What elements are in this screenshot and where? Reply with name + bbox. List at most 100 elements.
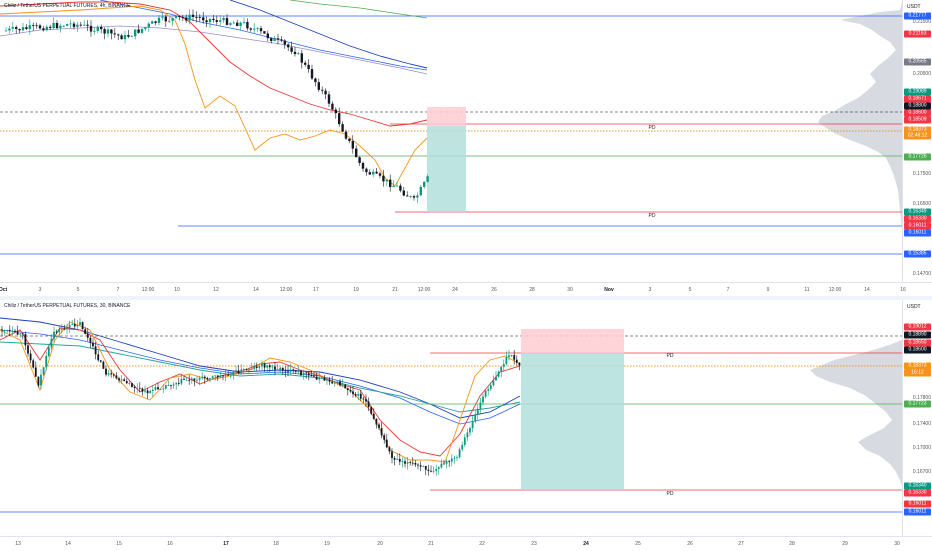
bottom-time-label: 15 (116, 541, 122, 547)
bottom-candle-body (8, 329, 11, 331)
top-candle-body (348, 138, 351, 142)
bottom-candle-body (214, 375, 217, 377)
bottom-candle-body (71, 324, 74, 325)
bottom-chart-area[interactable]: Chiliz / TetherUS PERPETUAL FUTURES, 30,… (0, 300, 902, 550)
bottom-candle-body (430, 470, 432, 472)
top-time-label: Oct (0, 287, 8, 293)
top-candle-body (423, 181, 426, 187)
pane-divider[interactable] (0, 296, 932, 300)
top-candle-body (253, 28, 256, 30)
top-price-tag: 0.18671 (904, 95, 931, 103)
bottom-candle-body (487, 389, 490, 391)
bottom-candle-body (461, 444, 464, 450)
top-time-axis[interactable]: Oct 3 5 7 12:00 10 12 14 12:00 17 19 21 12:00 24 26 28 3… (0, 282, 932, 297)
top-candle-body (321, 89, 324, 91)
top-position-target-zone[interactable] (427, 126, 466, 212)
bottom-candle-body (349, 390, 352, 392)
top-time-label: 10 (174, 287, 180, 293)
bottom-time-axis[interactable]: 13 14 15 16 17 18 19 20 21 22 23 24 25 26 27 28 29 30 (0, 536, 932, 551)
top-candle-body (120, 35, 123, 40)
bottom-candle-body (409, 462, 412, 463)
bottom-candle-body (378, 424, 380, 428)
bottom-candle-body (294, 370, 297, 372)
top-time-label: 14 (253, 287, 259, 293)
bottom-ma-green (0, 341, 521, 413)
bottom-candle-body (510, 355, 513, 356)
bottom-candle-body (3, 330, 6, 332)
bottom-position-target-zone[interactable] (521, 353, 624, 490)
bottom-candle-body (55, 331, 58, 333)
top-candle-body (351, 141, 354, 149)
bottom-candle-body (313, 375, 315, 377)
bottom-price-chart[interactable] (0, 300, 902, 536)
bottom-price-scale[interactable]: USDT 0.178000.174000.170000.167000.15680… (902, 300, 932, 550)
top-candle-body (395, 185, 399, 187)
bottom-candle-body (133, 386, 136, 388)
bottom-candle-body (1, 329, 3, 331)
top-candle-body (389, 179, 392, 187)
bottom-candle-body (508, 355, 510, 357)
bottom-candle-body (279, 367, 282, 370)
top-price-scale[interactable]: USDT 0.215000.205000.195000.175000.16500… (902, 0, 932, 282)
top-candle-body (293, 51, 297, 55)
bottom-candle-body (406, 462, 409, 464)
bottom-candle-body (271, 366, 274, 368)
top-chart-pane[interactable]: Chiliz / TetherUS PERPETUAL FUTURES, 4h,… (0, 0, 932, 282)
top-time-label: 21 (392, 287, 398, 293)
bottom-price-tick: 0.17400 (912, 421, 931, 427)
bottom-candle-body (443, 463, 445, 465)
top-candle-body (355, 148, 358, 158)
bottom-candle-body (94, 346, 97, 355)
top-position-stop-zone[interactable] (427, 107, 466, 126)
bottom-candle-body (297, 371, 300, 373)
bottom-candle-body (396, 458, 399, 460)
bottom-candle-body (362, 398, 365, 400)
top-candle-body (96, 26, 99, 31)
top-price-chart[interactable] (0, 0, 902, 282)
bottom-position-stop-zone[interactable] (521, 329, 624, 353)
bottom-candle-body (391, 451, 393, 458)
top-candle-body (259, 28, 263, 32)
top-candle-body (8, 28, 11, 31)
top-price-tick: 0.14700 (912, 271, 931, 277)
bottom-chart-pane[interactable]: Chiliz / TetherUS PERPETUAL FUTURES, 30,… (0, 300, 932, 550)
bottom-price-tick: 0.17000 (912, 445, 931, 451)
top-candle-body (157, 17, 161, 23)
top-price-tag: 0.16330 (904, 215, 931, 223)
top-candle-body (174, 15, 178, 19)
bottom-candle-body (448, 461, 451, 462)
top-price-tick: 0.16500 (912, 201, 931, 207)
top-ma-blue (99, 0, 428, 71)
bottom-candle-body (47, 347, 50, 357)
top-time-label: 11 (804, 287, 810, 293)
top-time-label: 12 (213, 287, 219, 293)
bottom-candle-body (422, 465, 425, 467)
bottom-candle-body (263, 363, 266, 368)
bottom-candle-body (141, 388, 144, 392)
bottom-candle-body (203, 376, 206, 379)
top-candle-body (334, 109, 337, 114)
bottom-candle-body (469, 428, 471, 433)
top-candle-body (412, 196, 416, 198)
bottom-candle-body (92, 342, 94, 347)
bottom-candle-body (115, 375, 118, 379)
bottom-price-tag: 0.16330 (904, 489, 931, 497)
bottom-candle-body (102, 361, 105, 369)
bottom-time-label: 19 (324, 541, 330, 547)
top-price-tick: 0.20500 (912, 71, 931, 77)
bottom-time-label: 24 (583, 541, 589, 547)
bottom-ma-blue-dark (0, 317, 521, 419)
bottom-candle-body (401, 461, 404, 463)
bottom-candle-body (21, 333, 24, 335)
top-candle-body (297, 53, 300, 55)
top-candle-body (365, 168, 368, 173)
top-chart-area[interactable]: Chiliz / TetherUS PERPETUAL FUTURES, 4h,… (0, 0, 902, 282)
top-price-tag: 0.18800 (904, 102, 931, 110)
top-price-tag: 0.21777 (904, 12, 931, 20)
bottom-candle-body (131, 383, 133, 387)
top-candle-body (79, 24, 82, 26)
top-candle-body (76, 24, 79, 27)
bottom-candle-body (29, 353, 32, 361)
bottom-candle-body (432, 470, 435, 472)
bottom-candle-body (172, 384, 175, 386)
